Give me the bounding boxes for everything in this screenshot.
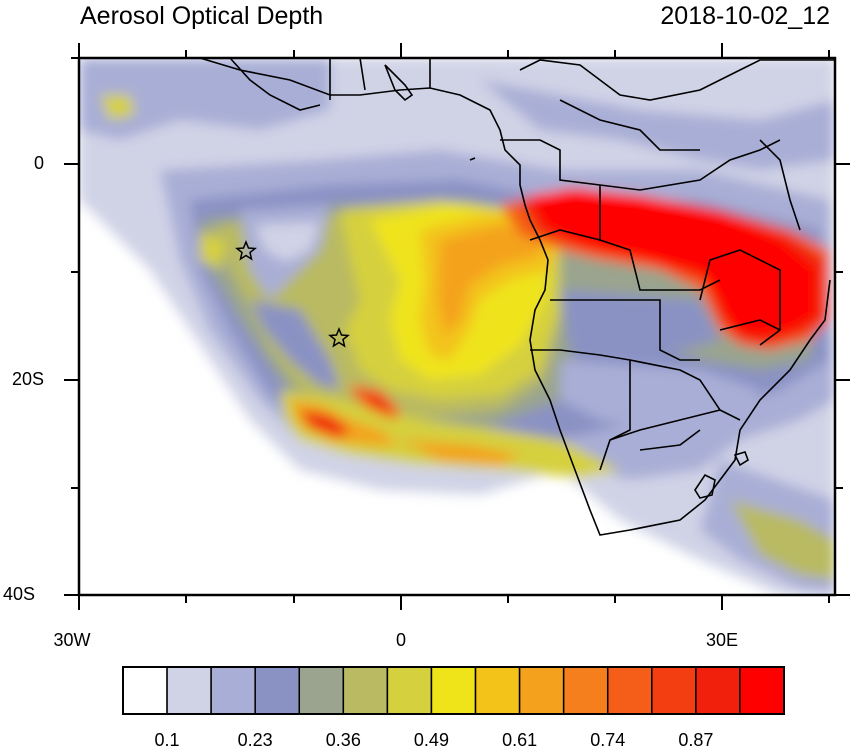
colorbar-swatch: [695, 666, 741, 715]
aerosol-field: [79, 58, 835, 595]
colorbar-swatch: [606, 666, 653, 715]
colorbar-label: 0.61: [502, 730, 538, 750]
colorbar-swatch: [474, 666, 521, 715]
lat-label-40s: 40S: [2, 584, 35, 604]
lon-label-30e: 30E: [705, 630, 739, 650]
coastlines: [79, 58, 835, 536]
lat-label-20s: 20S: [11, 369, 44, 389]
colorbar-label: 0.1: [154, 730, 180, 750]
colorbar-label: 0.87: [678, 730, 714, 750]
map-title: Aerosol Optical Depth: [80, 2, 324, 30]
colorbar-label: 0.49: [413, 730, 449, 750]
colorbar-swatch: [342, 666, 389, 715]
lon-label-30w: 30W: [53, 630, 91, 650]
star-marker-2: [328, 327, 350, 348]
colorbar-swatch: [651, 666, 697, 715]
colorbar-swatch: [166, 666, 212, 715]
star-marker-1: [235, 240, 257, 261]
colorbar-swatch: [210, 666, 256, 715]
colorbar-swatch: [122, 666, 168, 715]
colorbar-label: 0.74: [590, 730, 626, 750]
map-frame: [77, 56, 837, 597]
lon-label-0: 0: [395, 630, 406, 650]
lat-label-0: 0: [33, 153, 44, 173]
map-datetime: 2018-10-02_12: [660, 2, 830, 30]
site-markers: [235, 240, 350, 348]
colorbar-swatch: [518, 666, 565, 715]
colorbar-label: 0.23: [237, 730, 273, 750]
colorbar-swatch: [298, 666, 345, 715]
colorbar-swatch: [386, 666, 433, 715]
colorbar-swatch: [739, 666, 785, 715]
colorbar-swatch: [562, 666, 609, 715]
colorbar-swatch: [254, 666, 301, 715]
colorbar-swatch: [430, 666, 477, 715]
colorbar: [122, 666, 785, 715]
colorbar-label: 0.36: [325, 730, 361, 750]
axis-ticks: [64, 43, 850, 610]
